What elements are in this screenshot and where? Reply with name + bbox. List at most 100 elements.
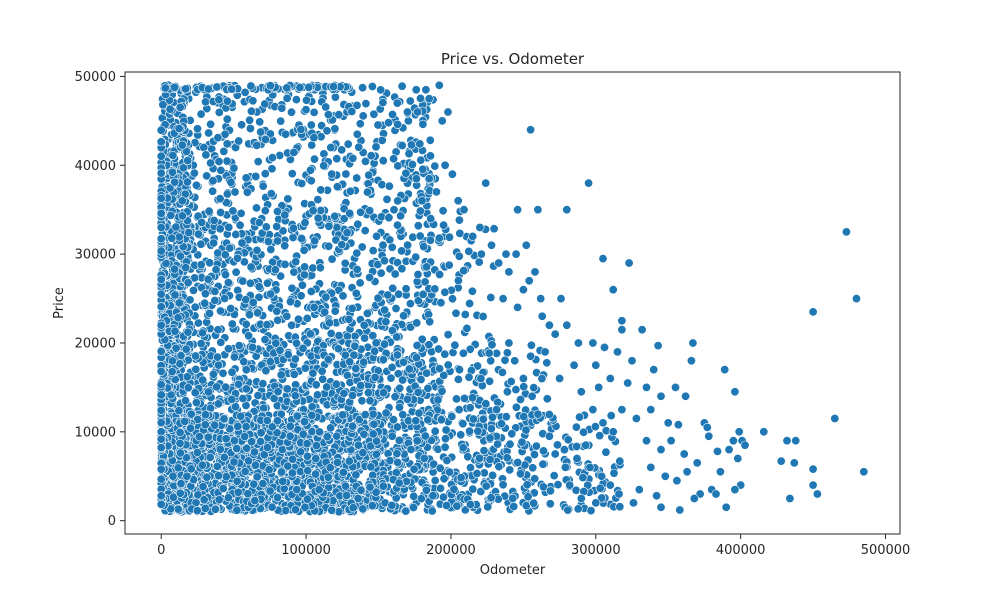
scatter-point [261, 366, 271, 376]
scatter-point [229, 436, 239, 446]
scatter-point [518, 373, 528, 383]
scatter-point [170, 290, 180, 300]
scatter-point [323, 354, 333, 364]
scatter-point [609, 468, 619, 478]
scatter-point [183, 156, 193, 166]
scatter-point [481, 481, 491, 491]
scatter-point [422, 262, 432, 272]
scatter-point [377, 180, 387, 190]
scatter-point [204, 387, 214, 397]
x-axis: 0 100000 200000 300000 400000 500000 [157, 534, 910, 558]
scatter-point [656, 445, 666, 455]
scatter-point [776, 456, 786, 466]
scatter-point [241, 365, 251, 375]
scatter-point [702, 422, 712, 432]
scatter-point [198, 328, 208, 338]
scatter-point [299, 245, 309, 255]
scatter-point [474, 257, 484, 267]
scatter-point [203, 432, 213, 442]
scatter-point [359, 320, 369, 330]
scatter-point [348, 153, 358, 163]
scatter-point [545, 486, 555, 496]
scatter-point [590, 422, 600, 432]
scatter-point [256, 428, 266, 438]
scatter-point [380, 305, 390, 315]
scatter-point [409, 491, 419, 501]
scatter-point [521, 425, 531, 435]
scatter-point [322, 432, 332, 442]
scatter-point [214, 471, 224, 481]
scatter-point [238, 276, 248, 286]
scatter-point [252, 203, 262, 213]
scatter-point [851, 294, 861, 304]
scatter-point [220, 293, 230, 303]
scatter-point [289, 369, 299, 379]
scatter-point [458, 348, 468, 358]
points-layer [156, 80, 869, 517]
scatter-point [347, 107, 357, 117]
scatter-point [241, 319, 251, 329]
scatter-point [156, 405, 166, 415]
scatter-point [168, 167, 178, 177]
scatter-point [358, 83, 368, 93]
scatter-point [167, 367, 177, 377]
scatter-point [273, 315, 283, 325]
y-tick-label: 40000 [75, 159, 116, 174]
scatter-point [288, 233, 298, 243]
scatter-point [730, 387, 740, 397]
scatter-point [287, 169, 297, 179]
scatter-point [156, 151, 166, 161]
scatter-point [435, 269, 445, 279]
scatter-point [214, 107, 224, 117]
scatter-point [453, 374, 463, 384]
scatter-point [266, 289, 276, 299]
scatter-point [371, 449, 381, 459]
x-tick-label: 200000 [426, 543, 476, 558]
scatter-point [440, 287, 450, 297]
scatter-point [526, 340, 536, 350]
scatter-point [444, 260, 454, 270]
scatter-point [324, 241, 334, 251]
scatter-point [344, 314, 354, 324]
scatter-point [517, 437, 527, 447]
scatter-point [420, 431, 430, 441]
scatter-point [230, 352, 240, 362]
scatter-point [464, 372, 474, 382]
scatter-point [232, 505, 242, 515]
scatter-point [261, 222, 271, 232]
scatter-point [649, 365, 659, 375]
scatter-point [330, 211, 340, 221]
scatter-point [309, 154, 319, 164]
scatter-point [270, 265, 280, 275]
scatter-point [498, 480, 508, 490]
scatter-point [328, 82, 338, 92]
scatter-point [232, 476, 242, 486]
scatter-point [182, 471, 192, 481]
scatter-point [316, 206, 326, 216]
scatter-point [433, 395, 443, 405]
scatter-point [380, 339, 390, 349]
scatter-point [365, 482, 375, 492]
scatter-point [481, 399, 491, 409]
scatter-point [183, 327, 193, 337]
scatter-point [475, 453, 485, 463]
scatter-point [302, 313, 312, 323]
scatter-point [458, 419, 468, 429]
scatter-point [550, 449, 560, 459]
scatter-point [311, 440, 321, 450]
scatter-point [235, 220, 245, 230]
scatter-point [342, 490, 352, 500]
scatter-point [615, 502, 625, 512]
scatter-point [515, 394, 525, 404]
scatter-point [394, 478, 404, 488]
scatter-point [256, 127, 266, 137]
scatter-point [338, 467, 348, 477]
scatter-point [812, 489, 822, 499]
scatter-point [369, 109, 379, 119]
scatter-point [223, 493, 233, 503]
scatter-point [465, 426, 475, 436]
scatter-point [369, 419, 379, 429]
scatter-point [253, 308, 263, 318]
scatter-point [286, 107, 296, 117]
scatter-point [441, 425, 451, 435]
